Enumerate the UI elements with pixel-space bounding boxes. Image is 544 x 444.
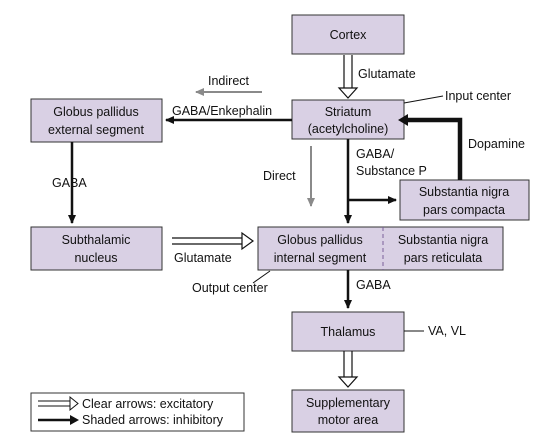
cortex-label: Cortex — [330, 28, 368, 42]
gaba-subp-label-1: GABA/ — [356, 147, 395, 161]
gpi-label: Globus pallidus — [277, 233, 362, 247]
direct-label: Direct — [263, 169, 296, 183]
legend-excitatory-label: Clear arrows: excitatory — [82, 397, 214, 411]
snc-label: Substantia nigra — [419, 185, 509, 199]
glutamate-cortex-label: Glutamate — [358, 67, 416, 81]
snr-sublabel: pars reticulata — [404, 251, 483, 265]
arrow-thalamus-sma — [337, 351, 359, 388]
input-center-pointer — [403, 95, 444, 104]
gpe-box: Globus pallidus external segment — [30, 98, 163, 143]
gpi-sublabel: internal segment — [274, 251, 367, 265]
thalamus-label: Thalamus — [321, 325, 376, 339]
cortex-box: Cortex — [291, 14, 405, 55]
gpe-label: Globus pallidus — [53, 105, 138, 119]
stn-label: Subthalamic — [62, 233, 131, 247]
legend: Clear arrows: excitatory Shaded arrows: … — [30, 392, 245, 432]
sma-box: Supplementary motor area — [291, 389, 405, 433]
legend-inhibitory-label: Shaded arrows: inhibitory — [82, 413, 224, 427]
snc-box: Substantia nigra pars compacta — [399, 179, 530, 221]
arrow-dopamine — [408, 117, 463, 180]
snc-sublabel: pars compacta — [423, 203, 505, 217]
legend-excitatory-arrow-icon — [38, 395, 79, 412]
gaba-gpi-label: GABA — [356, 278, 391, 292]
dopamine-label: Dopamine — [468, 137, 525, 151]
glutamate-stn-label: Glutamate — [174, 251, 232, 265]
va-vl-label: VA, VL — [428, 324, 466, 338]
indirect-label: Indirect — [208, 74, 250, 88]
sma-label: Supplementary — [306, 396, 391, 410]
striatum-box: Striatum (acetylcholine) — [291, 99, 405, 140]
gaba-enkephalin-label: GABA/Enkephalin — [172, 104, 272, 118]
sma-sublabel: motor area — [318, 413, 378, 427]
arrow-cortex-striatum — [337, 55, 359, 99]
striatum-label: Striatum — [325, 105, 372, 119]
output-center-pointer — [252, 270, 271, 284]
thalamus-box: Thalamus — [291, 311, 405, 352]
input-center-label: Input center — [445, 89, 511, 103]
gpi-snr-box: Globus pallidus internal segment Substan… — [257, 226, 504, 271]
gpe-sublabel: external segment — [48, 123, 144, 137]
legend-inhibitory-arrow-icon — [38, 415, 79, 425]
arrow-stn-gpi — [172, 231, 255, 251]
snr-label: Substantia nigra — [398, 233, 488, 247]
output-center-label: Output center — [192, 281, 268, 295]
gaba-gpe-label: GABA — [52, 176, 87, 190]
stn-box: Subthalamic nucleus — [30, 226, 163, 271]
striatum-sublabel: (acetylcholine) — [308, 122, 389, 136]
stn-sublabel: nucleus — [74, 251, 117, 265]
gaba-subp-label-2: Substance P — [356, 164, 427, 178]
